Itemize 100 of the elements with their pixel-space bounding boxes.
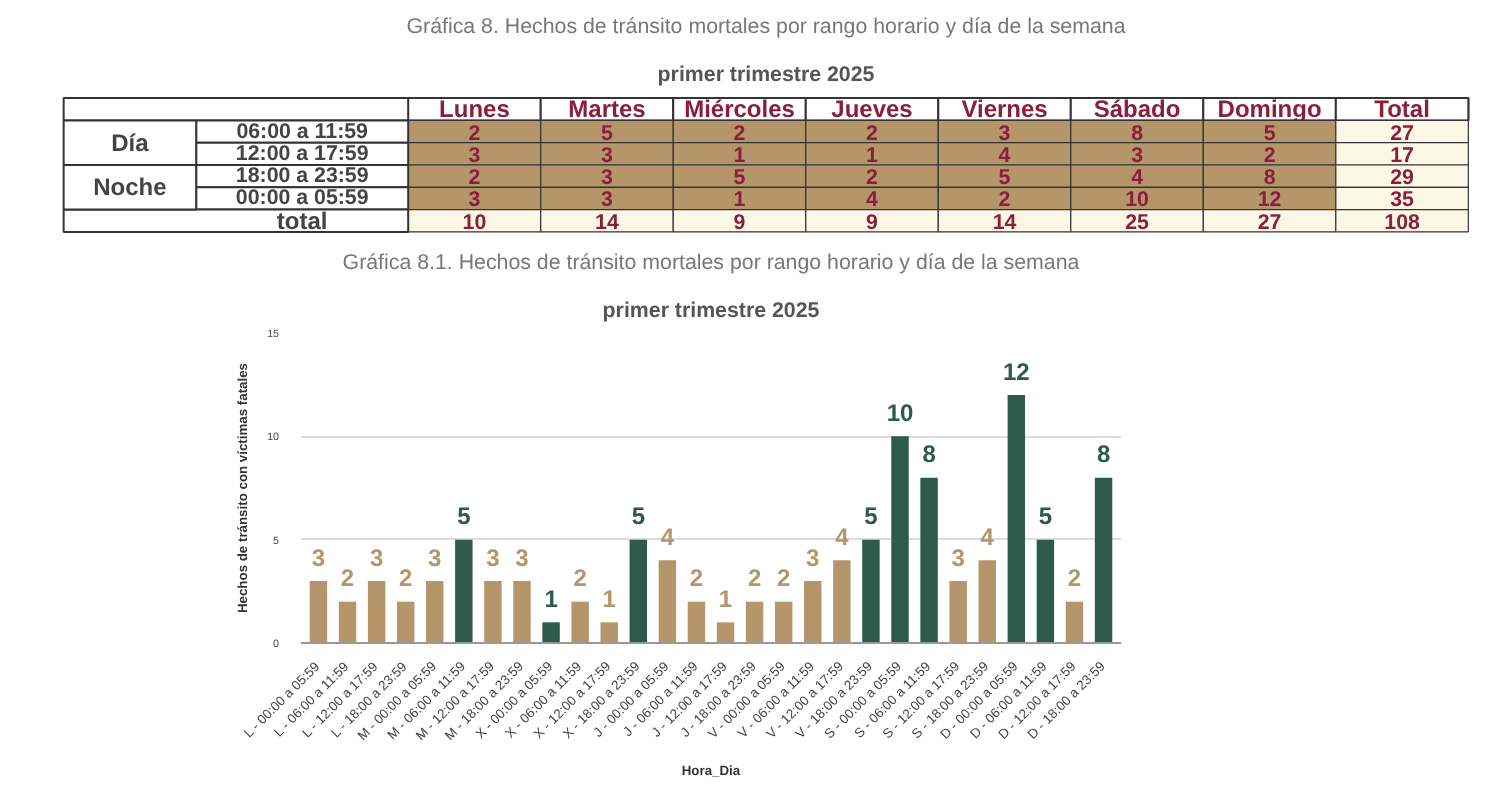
y-tick-label: 12:00 a 17:59 (235, 141, 369, 166)
data-label: 1 (866, 143, 879, 168)
data-label: 2 (1067, 564, 1082, 593)
data-label: 2 (1263, 143, 1276, 168)
data-label: 3 (951, 543, 966, 572)
bar (571, 601, 589, 643)
bar (891, 436, 909, 643)
data-label: 27 (1390, 121, 1415, 146)
bar (658, 560, 677, 643)
data-label: 3 (601, 143, 614, 168)
data-label: 4 (835, 522, 850, 551)
bar (978, 560, 996, 643)
x-tick-label: Jueves (831, 95, 914, 124)
data-label: 4 (1131, 166, 1144, 191)
data-label: 2 (777, 564, 792, 593)
data-label: 8 (922, 440, 937, 469)
data-label: 8 (1096, 440, 1111, 469)
data-label: 2 (747, 564, 762, 593)
bar (1065, 601, 1084, 643)
data-label: 5 (631, 502, 646, 531)
data-label: 1 (544, 584, 559, 613)
data-label: 1 (733, 188, 746, 213)
y2-tick-label: Noche (93, 173, 168, 202)
data-label: 2 (340, 564, 355, 593)
bar (774, 601, 793, 643)
x-tick-label: Lunes (439, 95, 511, 124)
data-label: 2 (866, 166, 879, 191)
data-label: 29 (1390, 166, 1415, 191)
data-label: 4 (866, 188, 879, 213)
data-label: 35 (1390, 188, 1415, 213)
data-label: 14 (992, 210, 1017, 235)
bar (338, 601, 357, 643)
bar (426, 581, 444, 643)
data-label: 25 (1125, 210, 1150, 235)
data-label: 10 (886, 398, 915, 427)
data-label: 12 (1002, 357, 1031, 386)
data-label: 8 (1131, 121, 1144, 146)
chart-title: Gráfica 8. Hechos de tránsito mortales por rango horario y día de la semana (406, 15, 1126, 39)
bar (396, 601, 415, 643)
bar (513, 581, 531, 643)
data-label: 2 (573, 564, 588, 593)
chart-subtitle: primer trimestre 2025 (602, 299, 820, 323)
bar (600, 622, 618, 643)
y-tick-label: total (276, 206, 328, 235)
x-tick-label: Domingo (1217, 95, 1322, 124)
bar (542, 622, 560, 643)
bar (804, 581, 822, 643)
data-label: 4 (998, 143, 1011, 168)
data-label: 3 (428, 543, 443, 572)
data-label: 2 (468, 121, 481, 146)
data-label: 3 (369, 543, 384, 572)
data-label: 2 (733, 121, 746, 146)
data-label: 27 (1257, 210, 1282, 235)
x-tick-label: Total (1374, 95, 1430, 124)
data-label: 4 (980, 522, 995, 551)
data-label: 3 (468, 143, 481, 168)
bar (455, 539, 473, 643)
data-label: 5 (457, 502, 472, 531)
data-label: 1 (602, 584, 617, 613)
data-label: 9 (866, 210, 879, 235)
data-label: 2 (866, 121, 879, 146)
bar (833, 560, 851, 643)
data-label: 3 (468, 188, 481, 213)
data-label: 3 (601, 188, 614, 213)
data-label: 17 (1390, 143, 1415, 168)
data-label: 10 (1125, 188, 1150, 213)
data-label: 4 (660, 522, 675, 551)
data-label: 5 (1263, 121, 1276, 146)
data-label: 5 (998, 166, 1011, 191)
data-label: 10 (462, 210, 487, 235)
chart-title: Gráfica 8.1. Hechos de tránsito mortales por rango horario y día de la semana (342, 251, 1080, 275)
data-label: 2 (399, 564, 414, 593)
data-label: 5 (733, 166, 746, 191)
bar (1036, 539, 1055, 643)
data-label: 2 (998, 188, 1011, 213)
data-label: 108 (1384, 210, 1421, 235)
bar (1007, 395, 1026, 643)
bar (367, 581, 386, 643)
data-label: 3 (998, 121, 1011, 146)
data-label: 3 (806, 543, 821, 572)
bar (862, 539, 880, 643)
x-tick-label: Sábado (1093, 95, 1181, 124)
data-label: 14 (595, 210, 619, 235)
x-tick-label: Miércoles (684, 95, 796, 124)
y-tick-label: 18:00 a 23:59 (235, 164, 369, 189)
data-label: 3 (601, 166, 614, 191)
bar (629, 539, 648, 643)
data-label: 9 (733, 210, 746, 235)
y-tick-label: 00:00 a 05:59 (235, 186, 369, 211)
data-label: 3 (1131, 143, 1144, 168)
data-label: 8 (1263, 166, 1276, 191)
x-tick-label: Martes (568, 95, 647, 124)
bar (309, 581, 328, 643)
bar (745, 601, 764, 643)
bar (687, 601, 706, 643)
data-label: 5 (601, 121, 614, 146)
data-label: 12 (1257, 188, 1282, 213)
data-label: 5 (1038, 502, 1053, 531)
data-label: 2 (468, 166, 481, 191)
chart-subtitle: primer trimestre 2025 (657, 63, 875, 87)
